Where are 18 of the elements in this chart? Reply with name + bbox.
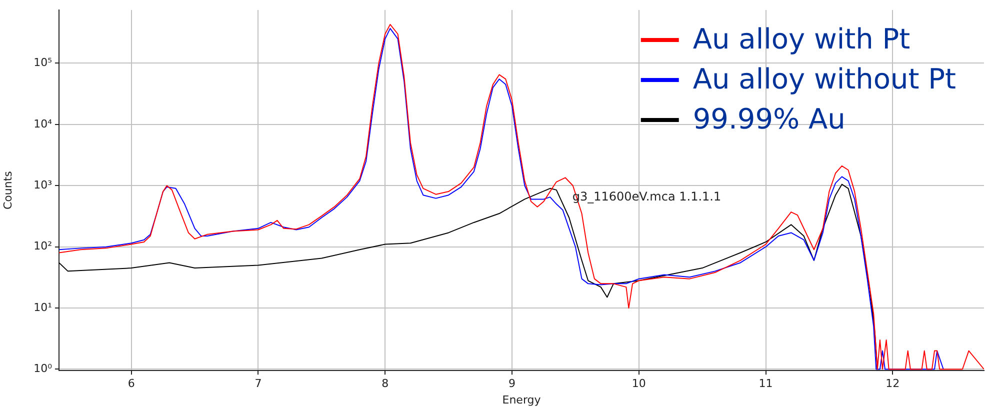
y-axis-title: Counts: [1, 170, 14, 210]
legend-label: Au alloy without Pt: [692, 62, 956, 96]
x-tick-label: 12: [886, 377, 900, 390]
legend-label: Au alloy with Pt: [692, 22, 910, 56]
y-tick-label: 10⁰: [34, 362, 53, 376]
x-tick-label: 7: [254, 377, 262, 390]
x-tick-label: 10: [632, 377, 646, 390]
x-axis-title: Energy: [502, 393, 542, 406]
y-tick-label: 10⁵: [34, 56, 52, 70]
y-tick-label: 10³: [34, 178, 52, 192]
x-tick-label: 9: [508, 377, 516, 390]
legend-label: 99.99% Au: [692, 102, 846, 136]
y-tick-label: 10¹: [34, 300, 52, 314]
x-tick-label: 6: [128, 377, 135, 390]
x-tick-label: 8: [382, 377, 389, 390]
y-tick-label: 10²: [34, 240, 52, 253]
y-tick-label: 10⁴: [34, 117, 53, 130]
x-tick-label: 11: [758, 377, 773, 390]
